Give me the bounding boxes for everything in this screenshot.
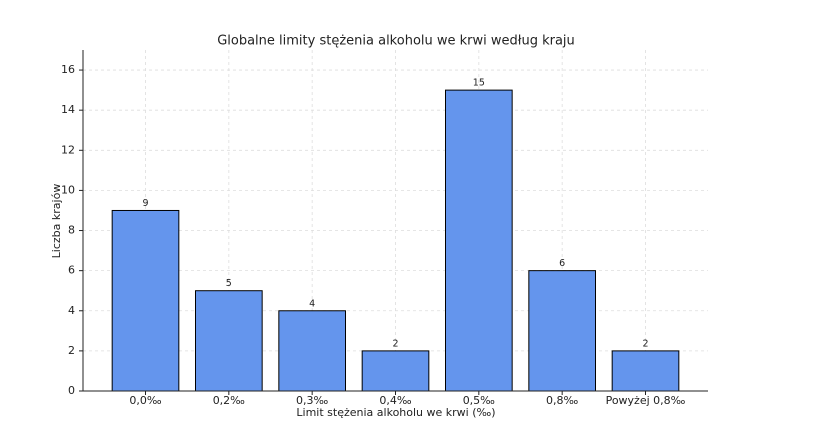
x-tick-label: 0,2‰ xyxy=(213,394,245,407)
bar xyxy=(361,350,430,392)
bar xyxy=(611,350,680,392)
x-tick-label: 0,8‰ xyxy=(546,394,578,407)
data-label: 15 xyxy=(473,78,485,89)
bar xyxy=(528,270,596,392)
x-tick-label: 0,5‰ xyxy=(463,394,495,407)
bar xyxy=(111,209,180,392)
y-tick-label: 0 xyxy=(68,384,75,397)
y-tick-label: 12 xyxy=(61,143,75,156)
y-tick-label: 6 xyxy=(68,264,75,277)
x-tick-label: Powyżej 0,8‰ xyxy=(606,394,686,407)
data-label: 2 xyxy=(392,338,398,349)
chart-title: Globalne limity stężenia alkoholu we krw… xyxy=(217,34,575,49)
data-label: 9 xyxy=(142,198,148,209)
y-tick-label: 10 xyxy=(61,183,75,196)
y-tick-label: 14 xyxy=(61,103,75,116)
x-axis-label: Limit stężenia alkoholu we krwi (‰) xyxy=(296,406,495,419)
bar xyxy=(195,290,263,392)
data-label: 2 xyxy=(642,338,648,349)
bar xyxy=(445,89,513,392)
data-label: 5 xyxy=(226,278,232,289)
data-label: 4 xyxy=(309,298,315,309)
y-tick-label: 8 xyxy=(68,224,75,237)
data-label: 6 xyxy=(559,258,565,269)
y-tick-label: 4 xyxy=(68,304,75,317)
x-tick-label: 0,0‰ xyxy=(129,394,161,407)
x-tick-label: 0,4‰ xyxy=(379,394,411,407)
y-tick-label: 16 xyxy=(61,63,75,76)
bar xyxy=(278,310,347,392)
y-axis-label: Liczba krajów xyxy=(50,184,63,259)
x-tick-label: 0,3‰ xyxy=(296,394,328,407)
y-tick-label: 2 xyxy=(68,344,75,357)
